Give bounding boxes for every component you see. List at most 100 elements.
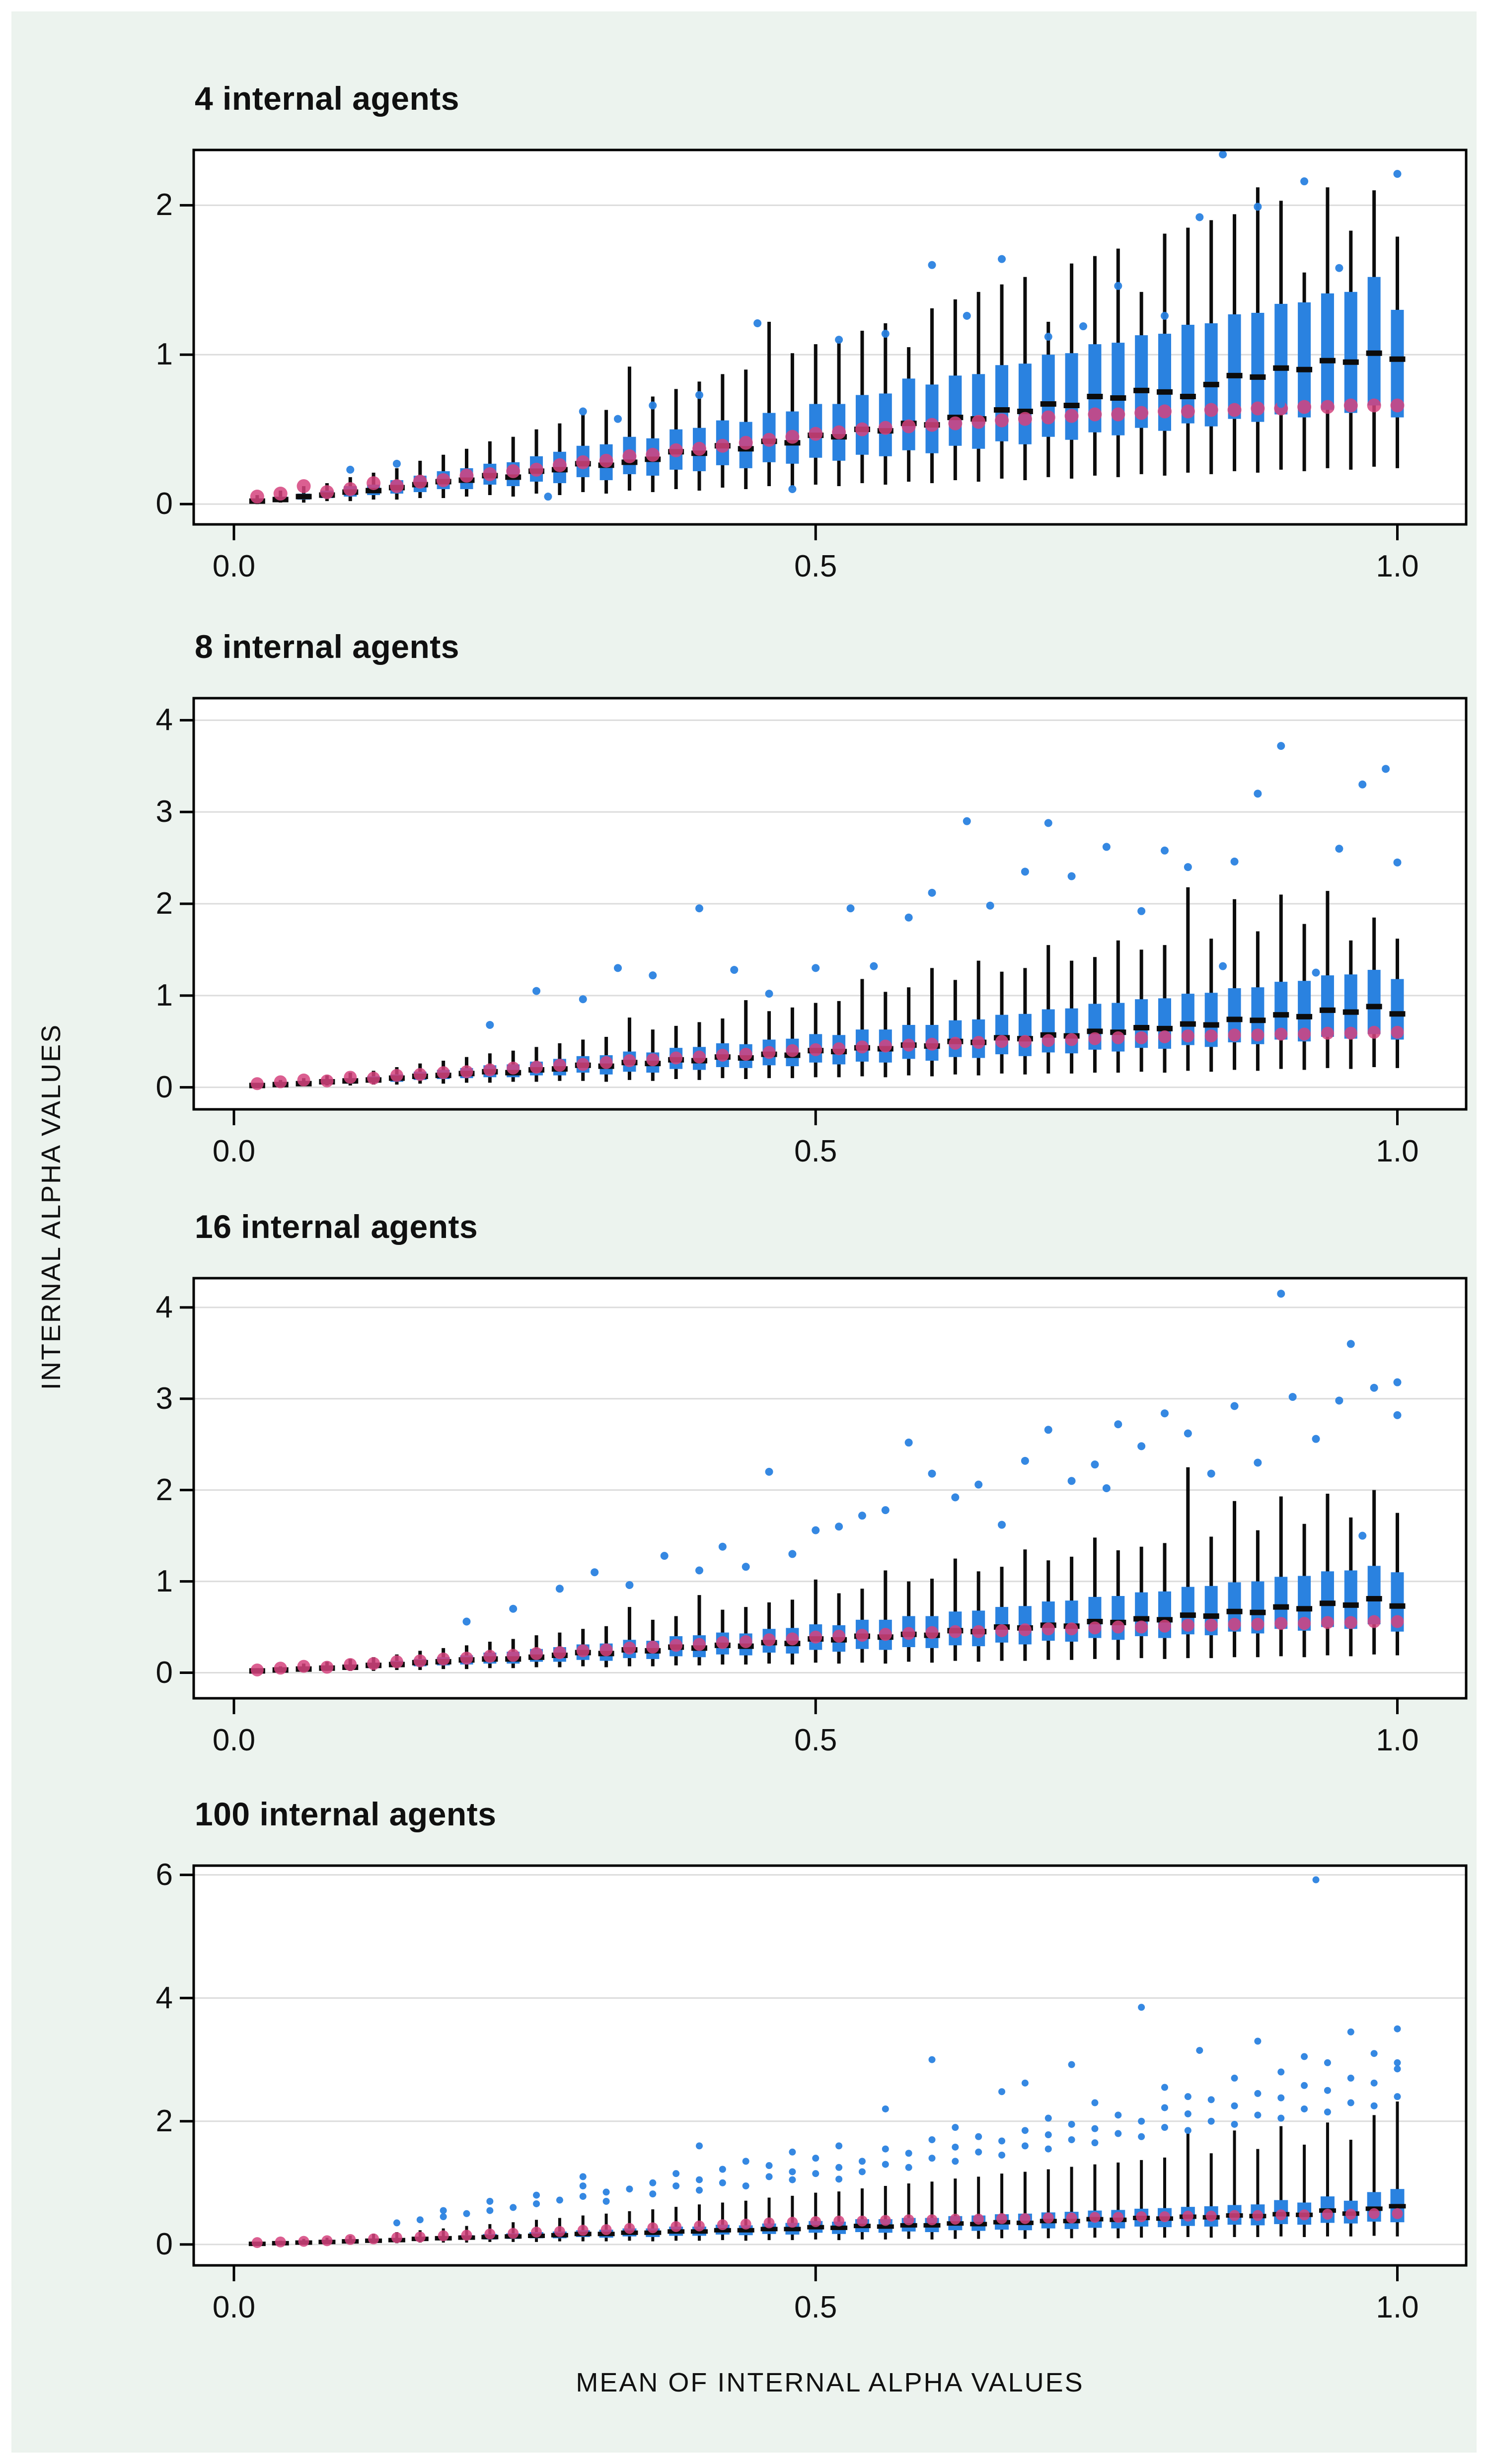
outlier-dot <box>881 1506 890 1515</box>
outlier-dot <box>579 2193 587 2200</box>
mean-dot <box>529 462 544 477</box>
mean-dot <box>879 1039 892 1053</box>
outlier-dot <box>928 888 936 897</box>
outlier-dot <box>1254 2037 1262 2045</box>
mean-dot <box>1322 2209 1333 2220</box>
mean-dot <box>855 1040 869 1054</box>
mean-dot <box>250 1663 264 1676</box>
mean-dot <box>1111 407 1125 422</box>
x-tick-label: 0.0 <box>212 2290 256 2324</box>
box <box>902 378 915 450</box>
outlier-dot <box>788 1550 797 1558</box>
mean-dot <box>950 2213 961 2225</box>
outlier-dot <box>1254 790 1262 798</box>
mean-dot <box>1135 1031 1148 1044</box>
mean-dot <box>1018 1035 1032 1048</box>
mean-dot <box>390 1069 403 1082</box>
mean-dot <box>763 2217 775 2229</box>
outlier-dot <box>765 2173 773 2180</box>
mean-dot <box>786 1044 799 1057</box>
outlier-dot <box>463 2210 470 2217</box>
mean-dot <box>1275 2209 1287 2221</box>
outlier-dot <box>1230 857 1239 866</box>
mean-dot <box>787 2217 798 2228</box>
y-tick-label: 1 <box>155 1564 173 1598</box>
mean-dot <box>670 2221 682 2232</box>
mean-dot <box>623 1641 636 1655</box>
mean-dot <box>483 1063 497 1077</box>
outlier-dot <box>533 2200 540 2207</box>
outlier-dot <box>986 901 994 910</box>
mean-dot <box>971 415 986 429</box>
outlier-dot <box>1161 2084 1168 2091</box>
mean-dot <box>717 2219 728 2231</box>
outlier-dot <box>1091 1460 1099 1469</box>
mean-dot <box>1113 2212 1124 2223</box>
mean-dot <box>809 1043 822 1056</box>
mean-dot <box>577 2225 589 2236</box>
outlier-dot <box>998 255 1006 263</box>
outlier-dot <box>1044 2145 1052 2153</box>
outlier-dot <box>928 2155 936 2162</box>
mean-dot <box>251 2237 263 2248</box>
panel-title-100-agents: 100 internal agents <box>195 1796 497 1832</box>
plot-area <box>194 1278 1466 1698</box>
y-tick-label: 1 <box>155 337 173 372</box>
mean-dot <box>1298 1027 1311 1041</box>
outlier-dot <box>1324 2087 1331 2094</box>
mean-dot <box>1321 1026 1334 1040</box>
outlier-dot <box>1115 2130 1122 2137</box>
outlier-dot <box>1161 2124 1168 2131</box>
mean-dot <box>833 2215 845 2227</box>
outlier-dot <box>672 2182 680 2189</box>
outlier-dot <box>1393 858 1402 867</box>
y-tick-label: 4 <box>155 1290 173 1324</box>
mean-dot <box>1204 1618 1218 1632</box>
outlier-dot <box>1079 322 1088 331</box>
y-tick-label: 0 <box>155 487 173 521</box>
box <box>1065 353 1078 440</box>
outlier-dot <box>963 311 971 320</box>
mean-dot <box>1182 2210 1193 2222</box>
mean-dot <box>762 433 776 447</box>
mean-dot <box>925 418 939 432</box>
outlier-dot <box>928 2136 936 2143</box>
outlier-dot <box>1254 2090 1262 2097</box>
outlier-dot <box>928 2056 936 2063</box>
mean-dot <box>1159 2211 1170 2223</box>
outlier-dot <box>928 261 936 269</box>
outlier-dot <box>998 2137 1006 2145</box>
outlier-dot <box>870 962 878 970</box>
mean-dot <box>856 2215 868 2227</box>
outlier-dot <box>1044 333 1052 341</box>
outlier-dot <box>742 2182 749 2189</box>
mean-dot <box>297 1660 310 1673</box>
mean-dot <box>995 413 1009 428</box>
mean-dot <box>530 1647 543 1660</box>
mean-dot <box>1344 1616 1357 1629</box>
mean-dot <box>391 2232 402 2244</box>
outlier-dot <box>486 2198 494 2205</box>
mean-dot <box>275 2236 286 2247</box>
mean-dot <box>972 1625 985 1638</box>
outlier-dot <box>346 465 355 474</box>
mean-dot <box>1019 2213 1031 2224</box>
outlier-dot <box>1288 1393 1297 1401</box>
mean-dot <box>624 2223 635 2234</box>
plot-border <box>192 1864 1468 2267</box>
outlier-dot <box>1312 968 1320 977</box>
outlier-dot <box>1184 2093 1191 2101</box>
outlier-dot <box>1195 213 1204 221</box>
mean-dot <box>414 2231 426 2243</box>
box <box>1321 975 1334 1037</box>
mean-dot <box>1158 404 1172 419</box>
mean-dot <box>809 1630 822 1644</box>
panel-marks <box>249 742 1406 1090</box>
mean-dot <box>1251 1028 1265 1042</box>
outlier-dot <box>1021 2142 1029 2150</box>
outlier-dot <box>486 2207 494 2214</box>
mean-dot <box>740 2218 751 2230</box>
outlier-dot <box>858 1512 866 1520</box>
mean-dot <box>460 1652 473 1665</box>
outlier-dot <box>1184 2110 1191 2117</box>
